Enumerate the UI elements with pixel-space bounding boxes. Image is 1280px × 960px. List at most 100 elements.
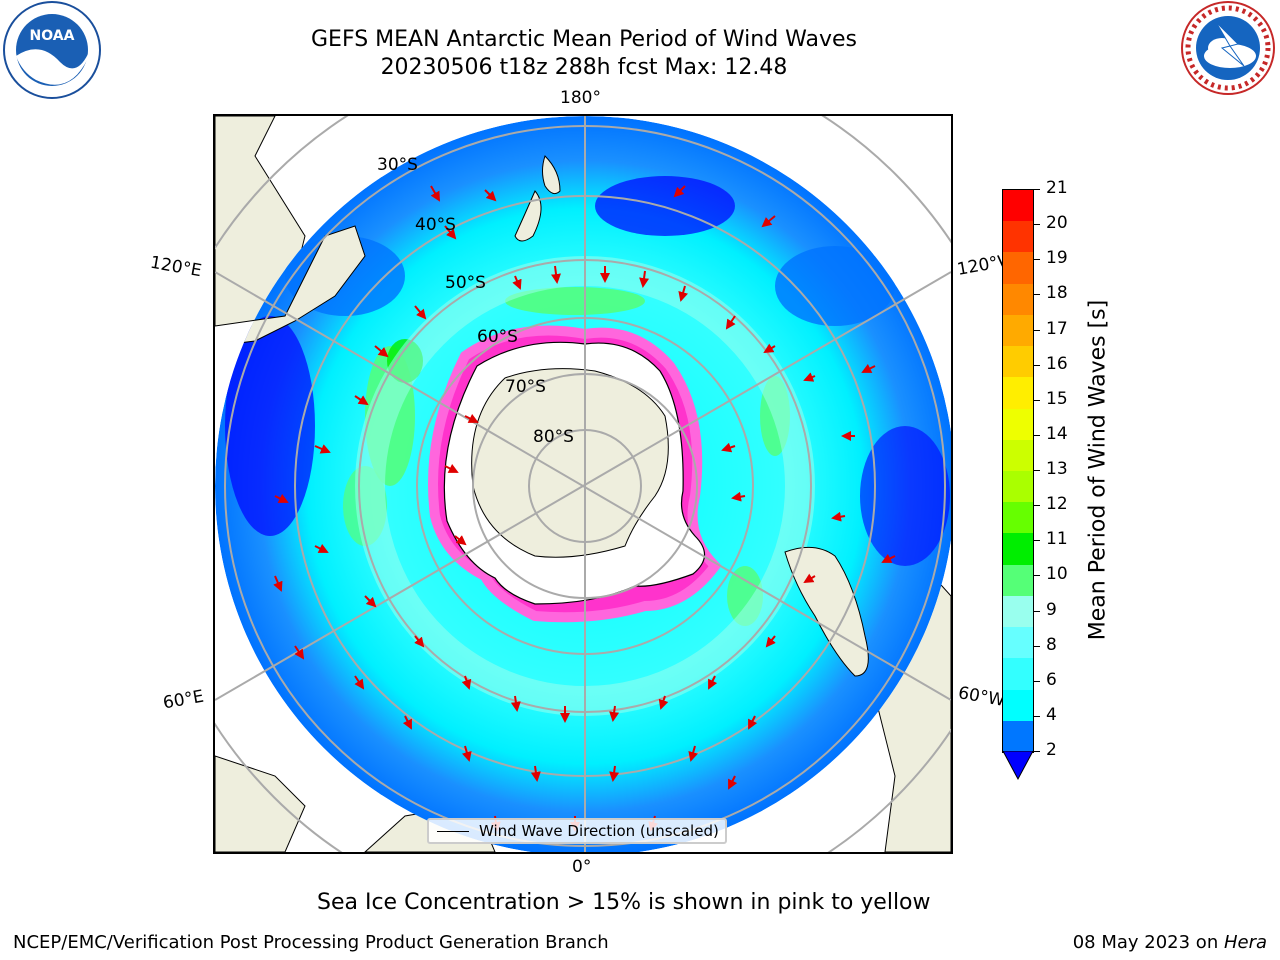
colorbar-segment bbox=[1003, 283, 1033, 315]
arrow bbox=[763, 343, 776, 354]
arrow bbox=[402, 715, 412, 730]
colorbar-tick-mark bbox=[1034, 681, 1040, 682]
colorbar-segment bbox=[1003, 252, 1033, 284]
colorbar-segment bbox=[1003, 408, 1033, 440]
map-frame: 30°S 40°S 50°S 60°S 70°S 80°S Wind Wave … bbox=[213, 114, 953, 854]
colorbar-tick-mark bbox=[1034, 646, 1040, 647]
chart-title-line1: GEFS MEAN Antarctic Mean Period of Wind … bbox=[311, 27, 857, 52]
legend-label: Wind Wave Direction (unscaled) bbox=[479, 822, 719, 840]
arrow bbox=[831, 511, 846, 522]
colorbar-tick-label: 8 bbox=[1046, 635, 1057, 655]
arrow bbox=[314, 444, 331, 454]
colorbar-tick-mark bbox=[1034, 330, 1040, 331]
arrow bbox=[765, 635, 776, 648]
colorbar-tick-mark bbox=[1034, 259, 1040, 260]
arrow bbox=[461, 745, 472, 762]
arrow bbox=[274, 493, 289, 503]
colorbar-tick-mark bbox=[1034, 470, 1040, 471]
footer-credit: NCEP/EMC/Verification Post Processing Pr… bbox=[13, 932, 609, 953]
colorbar-tick-mark bbox=[1034, 540, 1040, 541]
colorbar-tick-mark bbox=[1034, 611, 1040, 612]
colorbar-tick-mark bbox=[1034, 294, 1040, 295]
arrow bbox=[374, 345, 389, 358]
colorbar-segment bbox=[1003, 564, 1033, 596]
colorbar-segment bbox=[1003, 377, 1033, 409]
colorbar-tick-label: 20 bbox=[1046, 213, 1068, 233]
colorbar-tick-label: 14 bbox=[1046, 424, 1068, 444]
arrow bbox=[609, 705, 620, 722]
arrow bbox=[861, 363, 876, 373]
arrow bbox=[444, 463, 459, 473]
colorbar-segment bbox=[1003, 439, 1033, 471]
legend-line-swatch bbox=[437, 830, 469, 832]
colorbar-tick-label: 13 bbox=[1046, 459, 1068, 479]
colorbar-tick-label: 10 bbox=[1046, 564, 1068, 584]
arrow bbox=[314, 543, 329, 553]
colorbar-segment bbox=[1003, 470, 1033, 503]
arrow bbox=[721, 442, 736, 453]
arrow bbox=[510, 695, 521, 712]
map-legend: Wind Wave Direction (unscaled) bbox=[427, 818, 727, 844]
colorbar-tick-label: 2 bbox=[1046, 740, 1057, 760]
arrow bbox=[678, 285, 689, 302]
arrow bbox=[454, 535, 467, 546]
colorbar-segment bbox=[1003, 720, 1033, 752]
arrow bbox=[461, 675, 472, 690]
colorbar-tick-label: 6 bbox=[1046, 670, 1057, 690]
arrow bbox=[708, 675, 718, 690]
arrow bbox=[551, 265, 561, 284]
latitude-labels: 30°S 40°S 50°S 60°S 70°S 80°S bbox=[377, 155, 574, 447]
arrow bbox=[728, 775, 738, 790]
colorbar-segment bbox=[1003, 627, 1033, 659]
colorbar-segment bbox=[1003, 502, 1033, 534]
colorbar-segment bbox=[1003, 346, 1033, 378]
colorbar-tick-mark bbox=[1034, 435, 1040, 436]
colorbar-tick-mark bbox=[1034, 751, 1040, 752]
colorbar-tick-label: 21 bbox=[1046, 178, 1068, 198]
colorbar bbox=[1002, 189, 1034, 782]
lon-label-60e: 60°E bbox=[161, 686, 206, 714]
arrow bbox=[609, 765, 620, 782]
wind-wave-arrows bbox=[273, 185, 896, 832]
colorbar-segment bbox=[1003, 314, 1033, 347]
arrow bbox=[803, 573, 816, 584]
colorbar-underflow-triangle bbox=[1002, 751, 1034, 781]
footer-date: 08 May 2023 on Hera bbox=[1073, 932, 1267, 953]
lat-label-30s: 30°S bbox=[377, 155, 418, 175]
arrow bbox=[354, 675, 365, 690]
lon-label-60w: 60°W bbox=[956, 683, 1007, 711]
lon-label-0: 0° bbox=[572, 857, 592, 877]
footer-host: Hera bbox=[1223, 932, 1267, 953]
noaa-logo: NOAA bbox=[0, 0, 104, 100]
lat-label-80s: 80°S bbox=[533, 427, 574, 447]
arrow bbox=[294, 645, 305, 660]
arrow bbox=[639, 270, 650, 288]
colorbar-tick-label: 16 bbox=[1046, 354, 1068, 374]
colorbar-tick-label: 17 bbox=[1046, 319, 1068, 339]
colorbar-segments bbox=[1002, 189, 1034, 753]
graticule bbox=[215, 116, 951, 852]
colorbar-ticks: 21 20 19 18 17 16 15 14 13 12 11 10 9 8 6 4 2 bbox=[1034, 178, 1094, 760]
lat-label-60s: 60°S bbox=[477, 327, 518, 347]
polar-map: 30°S 40°S 50°S 60°S 70°S 80°S bbox=[215, 116, 951, 852]
arrow bbox=[748, 715, 758, 730]
lat-label-40s: 40°S bbox=[415, 215, 456, 235]
lat-label-70s: 70°S bbox=[505, 377, 546, 397]
colorbar-tick-mark bbox=[1034, 365, 1040, 366]
arrow bbox=[484, 189, 497, 202]
colorbar-tick-mark bbox=[1034, 575, 1040, 576]
colorbar-tick-label: 4 bbox=[1046, 705, 1057, 725]
arrow bbox=[464, 413, 479, 423]
lat-label-50s: 50°S bbox=[445, 273, 486, 293]
colorbar-tick-label: 18 bbox=[1046, 283, 1068, 303]
lon-label-180: 180° bbox=[560, 88, 601, 108]
colorbar-tick-mark bbox=[1034, 224, 1040, 225]
colorbar-segment bbox=[1003, 190, 1033, 222]
colorbar-tick-mark bbox=[1034, 716, 1040, 717]
svg-text:NOAA: NOAA bbox=[30, 28, 75, 44]
arrow bbox=[731, 491, 746, 502]
colorbar-segment bbox=[1003, 595, 1033, 628]
arrow bbox=[530, 765, 541, 782]
arrow bbox=[658, 695, 669, 710]
arrow bbox=[273, 575, 283, 592]
